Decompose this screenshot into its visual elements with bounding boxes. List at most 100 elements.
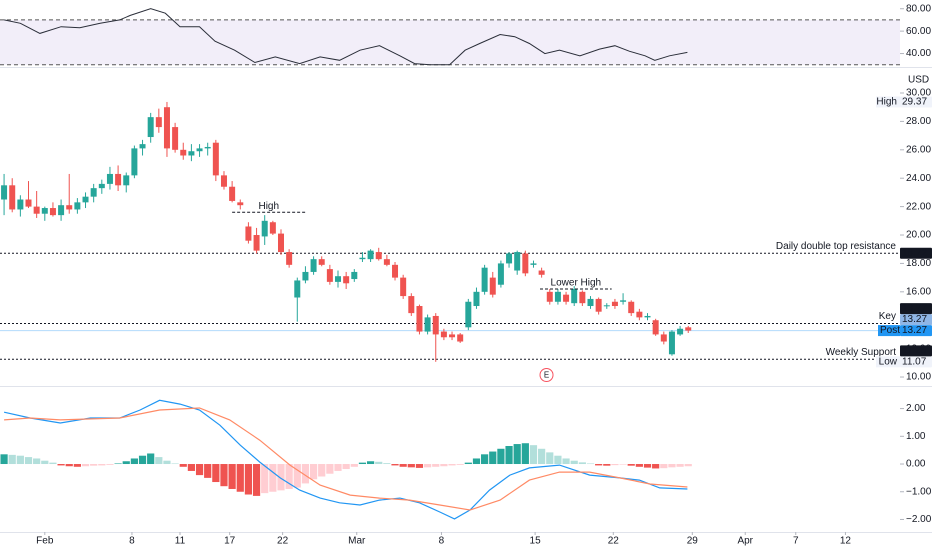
candle-body xyxy=(449,334,456,338)
candle-body xyxy=(392,264,399,278)
price-badge-label: 13.27 xyxy=(902,325,927,336)
macd-histogram-bar xyxy=(16,455,24,465)
y-tick-label: 1.00 xyxy=(906,431,926,442)
candle-body xyxy=(17,199,24,210)
x-tick-label: 17 xyxy=(224,536,236,547)
candle-body xyxy=(286,252,293,265)
candle-body xyxy=(33,206,40,214)
macd-histogram-bar xyxy=(269,464,277,492)
price-badge xyxy=(900,356,932,368)
macd-histogram-bar xyxy=(122,461,130,465)
extreme-name: High xyxy=(876,97,897,108)
price-badge xyxy=(900,96,932,108)
candle-body xyxy=(473,291,480,307)
y-tick-label: 0.00 xyxy=(906,459,926,470)
macd-histogram-bar xyxy=(660,464,668,469)
macd-histogram-bar xyxy=(505,446,513,465)
candle-body xyxy=(611,301,618,307)
candle-body xyxy=(131,148,138,176)
macd-histogram-bar xyxy=(293,464,301,488)
annotation-text: High xyxy=(258,201,279,212)
extreme-name-bg xyxy=(876,96,900,108)
tag-badge xyxy=(878,325,900,337)
macd-histogram-bar xyxy=(318,464,326,477)
candle-body xyxy=(115,173,122,186)
macd-histogram-bar xyxy=(603,464,611,466)
macd-histogram-bar xyxy=(676,464,684,467)
candle-body xyxy=(595,298,602,312)
candle-body xyxy=(563,294,570,302)
y-tick-label: 16.00 xyxy=(906,286,931,297)
tag-label: Post xyxy=(880,325,900,336)
candle-body xyxy=(351,271,358,280)
candle-body xyxy=(677,328,684,335)
x-tick-label: 8 xyxy=(129,536,135,547)
macd-histogram-bar xyxy=(432,464,440,467)
candle-body xyxy=(277,233,284,253)
macd-histogram-bar xyxy=(301,464,310,484)
candle-body xyxy=(98,183,105,189)
candle-body xyxy=(416,306,423,332)
macd-histogram-bar xyxy=(179,464,187,467)
macd-histogram-bar xyxy=(106,464,114,465)
macd-histogram-bar xyxy=(65,464,73,467)
macd-histogram-bar xyxy=(407,464,415,468)
rsi-band xyxy=(0,19,900,65)
rsi-line xyxy=(3,8,688,66)
macd-histogram-bar xyxy=(0,454,8,465)
candle-body xyxy=(1,185,8,200)
macd-histogram-bar xyxy=(643,464,652,468)
candle-body xyxy=(587,298,594,307)
y-tick-label: 18.00 xyxy=(906,258,931,269)
candle-body xyxy=(155,117,162,128)
macd-histogram-bar xyxy=(627,464,635,466)
macd-histogram-bar xyxy=(350,464,358,467)
y-tick-label: 26.00 xyxy=(906,144,931,155)
candle-body xyxy=(465,301,472,328)
macd-histogram-bar xyxy=(155,457,163,465)
y-tick-label: 20.00 xyxy=(906,230,931,241)
candle-body xyxy=(237,202,244,206)
macd-histogram-bar xyxy=(138,455,147,465)
candle-body xyxy=(172,127,179,150)
candle-body xyxy=(310,259,317,272)
macd-histogram-bar xyxy=(212,464,220,483)
x-tick-label: 29 xyxy=(687,536,699,547)
candle-body xyxy=(74,202,81,210)
candle-body xyxy=(163,107,170,149)
macd-histogram-bar xyxy=(578,462,586,465)
candle-body xyxy=(522,253,529,274)
macd-histogram-bar xyxy=(195,464,204,476)
candle-body xyxy=(359,257,366,260)
x-tick-label: Feb xyxy=(36,536,54,547)
macd-histogram-bar xyxy=(513,444,521,465)
macd-histogram-bar xyxy=(163,460,171,465)
price-badge-label: 13.77 xyxy=(902,303,927,314)
macd-histogram-bar xyxy=(49,462,57,465)
candle-body xyxy=(66,205,73,210)
candle-body xyxy=(424,317,431,332)
candle-body xyxy=(530,263,537,265)
candle-body xyxy=(603,305,610,307)
candle-body xyxy=(25,199,32,207)
level-text: Weekly Support xyxy=(826,347,897,358)
price-badge-label: 11.25 xyxy=(902,345,927,356)
macd-histogram-bar xyxy=(611,464,619,466)
macd-histogram-bar xyxy=(391,464,399,466)
x-tick-label: 22 xyxy=(277,536,289,547)
currency: USD xyxy=(908,75,929,86)
event-text: E xyxy=(544,371,549,380)
candle-body xyxy=(652,320,659,335)
macd-histogram-bar xyxy=(334,464,342,471)
macd-histogram-bar xyxy=(41,460,49,465)
candle-body xyxy=(514,252,521,271)
macd-histogram-bar xyxy=(448,464,456,466)
y-tick-label: −2.00 xyxy=(906,514,932,525)
candle-body xyxy=(188,151,195,156)
macd-histogram-bar xyxy=(464,462,472,465)
candle-body xyxy=(41,208,48,214)
candle-body xyxy=(636,311,643,318)
macd-histogram-bar xyxy=(366,461,375,465)
candle-body xyxy=(261,220,268,237)
